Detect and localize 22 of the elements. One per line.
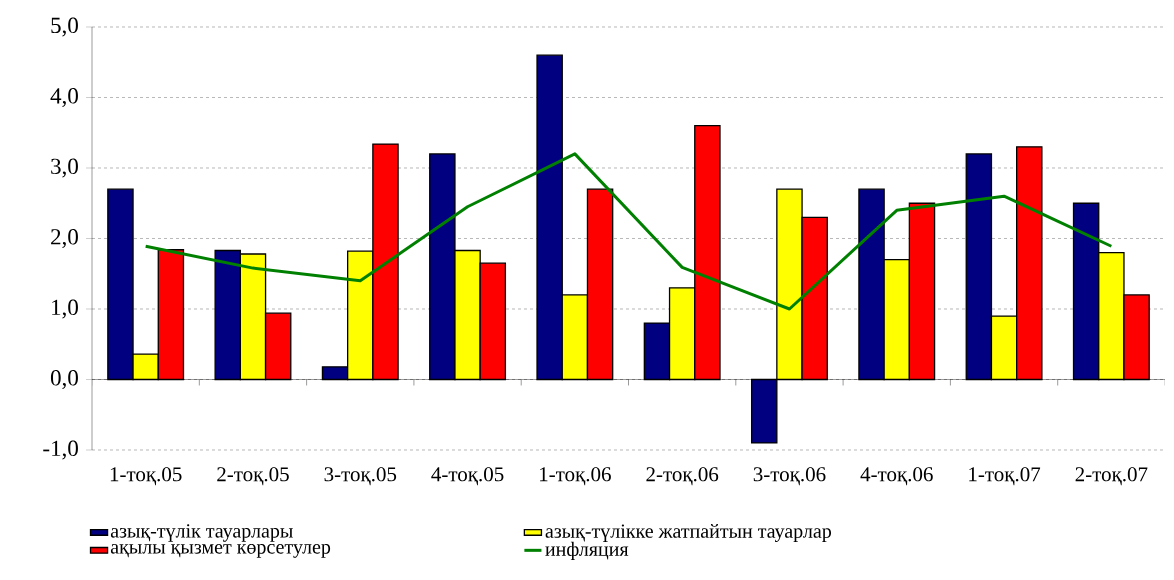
y-tick-label: 3,0	[51, 158, 78, 178]
y-tick-label: 4,0	[50, 88, 78, 107]
x-tick-label: 2-тоқ.05	[217, 467, 289, 486]
y-tick-label: 1,0	[52, 299, 78, 319]
y-tick-label: 2,0	[51, 229, 78, 248]
x-tick-label: 3-тоқ.05	[324, 467, 397, 486]
x-tick-label: 4-тоқ.06	[860, 467, 933, 486]
x-tick-label: 1-тоқ.07	[969, 467, 1041, 486]
y-tick-label: 0,0	[50, 370, 78, 389]
line-series	[144, 152, 1113, 311]
x-tick-label: 1-тоқ.06	[540, 467, 611, 486]
x-tick-label: 4-тоқ.05	[431, 467, 504, 486]
legend-label: инфляция	[545, 541, 629, 560]
x-tick-label: 2-тоқ.07	[1075, 467, 1148, 486]
y-tick-label: -1,0	[43, 440, 78, 460]
x-tick-label: 1-тоқ.05	[110, 467, 182, 486]
legend-label: азық-түлік тауарлары	[110, 524, 293, 542]
x-tick-label: 2-тоқ.06	[646, 467, 719, 486]
legend-label: азық-түлікке жатпайтын тауарлар	[545, 523, 832, 542]
x-tick-label: 3-тоқ.06	[753, 467, 826, 486]
legend-label: ақылы қызмет көрсетулер	[110, 544, 331, 558]
y-tick-label: 5,0	[51, 17, 78, 37]
